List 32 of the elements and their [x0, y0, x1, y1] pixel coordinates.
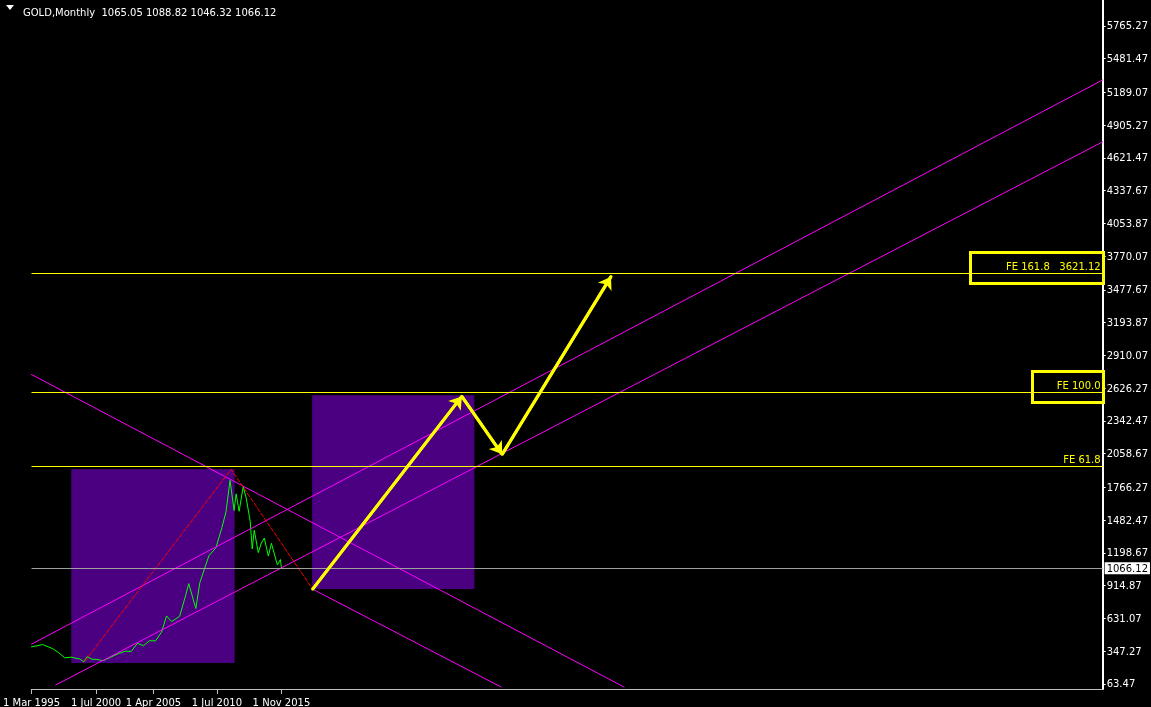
x-tick-label: 1 Mar 1995 — [2, 696, 61, 707]
ref-line-label: 1066.12 — [1106, 562, 1149, 574]
ref-line-label: FE 61.8 — [1063, 453, 1101, 465]
y-tick-label: 5481.47 — [1106, 53, 1149, 65]
y-tick-label: 4905.27 — [1106, 119, 1149, 131]
line-series — [31, 479, 282, 663]
y-tick-label: 631.07 — [1106, 612, 1142, 624]
y-tick-label: 4621.47 — [1106, 152, 1149, 164]
y-tick-label: 1482.47 — [1106, 514, 1149, 526]
ref-line-label: FE 100.0 — [1056, 379, 1101, 391]
y-tick-label: 1198.67 — [1106, 547, 1149, 559]
y-tick-label: 1766.27 — [1106, 481, 1149, 493]
y-tick-label: 5189.07 — [1106, 86, 1149, 98]
y-tick-label: 347.27 — [1106, 645, 1142, 657]
y-tick-label: 3770.07 — [1106, 250, 1149, 262]
y-tick-label: 2342.47 — [1106, 415, 1149, 427]
y-tick-label: 63.47 — [1106, 678, 1136, 690]
text: GOLD,Monthly 1065.05 1088.82 1046.32 1066.12 — [23, 6, 277, 18]
y-tick-label: 2058.67 — [1106, 448, 1149, 460]
x-tick-label: 1 Nov 2015 — [252, 696, 311, 707]
ref-line-label: FE 161.8 3621.12 — [1005, 260, 1101, 272]
y-tick-label: 2626.27 — [1106, 382, 1149, 394]
x-tick-label: 1 Apr 2005 — [125, 696, 182, 707]
y-tick-label: 4053.87 — [1106, 217, 1149, 229]
y-tick-label: 5765.27 — [1106, 20, 1149, 32]
y-tick-label: 3477.67 — [1106, 284, 1149, 296]
x-tick-label: 1 Jul 2000 — [70, 696, 122, 707]
x-tick-label: 1 Jul 2010 — [191, 696, 243, 707]
y-tick-label: 4337.67 — [1106, 185, 1149, 197]
y-tick-label: 3193.87 — [1106, 317, 1149, 329]
y-tick-label: 914.87 — [1106, 580, 1142, 592]
y-tick-label: 2910.07 — [1106, 349, 1149, 361]
